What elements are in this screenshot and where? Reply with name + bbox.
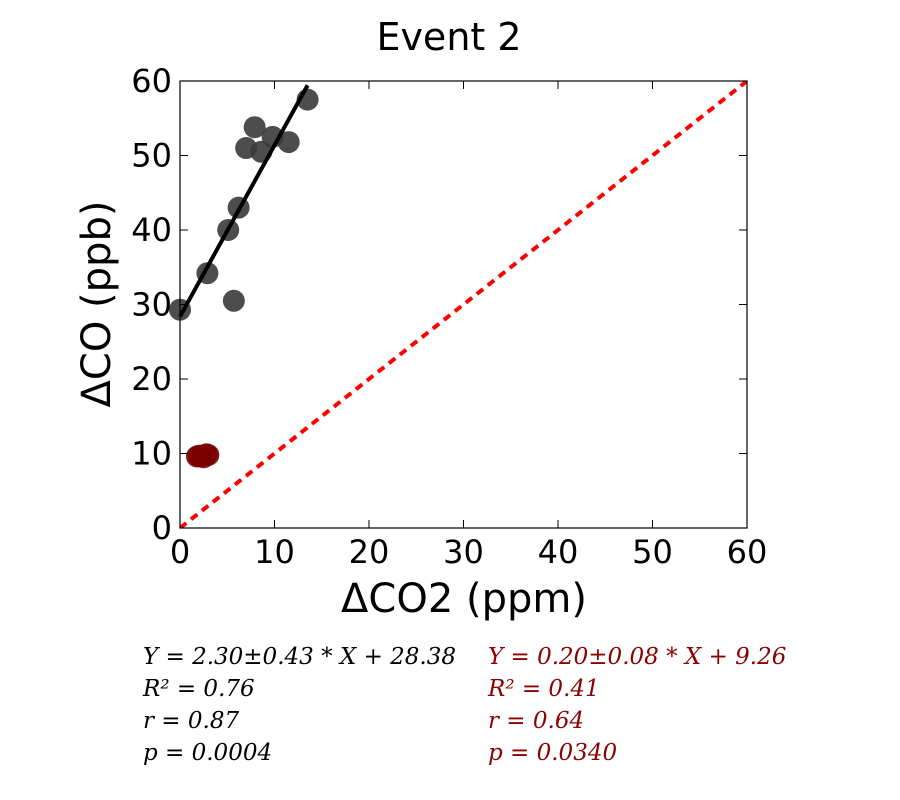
y-tick-label: 10 — [131, 435, 172, 473]
data-point — [277, 131, 300, 154]
y-tick-label: 40 — [131, 211, 172, 249]
y-tick-label: 20 — [131, 360, 172, 398]
fit-equation: Y = 0.20±0.08 * X + 9.26 — [488, 644, 787, 670]
fit-r: r = 0.64 — [488, 708, 585, 734]
fit-p-value: p = 0.0340 — [488, 740, 618, 766]
x-tick-label: 40 — [538, 533, 579, 571]
fit-p-value: p = 0.0004 — [143, 740, 273, 766]
fit-stats-red: Y = 0.20±0.08 * X + 9.26 R² = 0.41 r = 0… — [488, 641, 786, 769]
x-tick-label: 30 — [443, 533, 484, 571]
scatter-chart: Event 2 0 10 20 30 40 50 60 0 10 20 30 40 50 60 ΔCO2 … — [74, 15, 767, 622]
x-tick-label: 60 — [727, 533, 768, 571]
fit-line — [178, 84, 310, 318]
data-point — [222, 289, 245, 312]
x-tick-label: 50 — [632, 533, 673, 571]
x-axis-label: ΔCO2 (ppm) — [341, 576, 587, 622]
data-point — [243, 116, 266, 139]
fit-stats-black: Y = 2.30±0.43 * X + 28.38 R² = 0.76 r = … — [143, 641, 456, 769]
y-tick-label: 60 — [131, 62, 172, 100]
x-tick-label: 10 — [254, 533, 295, 571]
y-tick-label: 30 — [131, 286, 172, 324]
y-tick-label: 0 — [152, 509, 172, 547]
fit-equation: Y = 2.30±0.43 * X + 28.38 — [143, 644, 457, 670]
x-tick-label: 0 — [170, 533, 190, 571]
chart-title: Event 2 — [376, 15, 521, 59]
x-tick-label: 20 — [349, 533, 390, 571]
fit-r-squared: R² = 0.76 — [143, 676, 255, 702]
axes: 0 10 20 30 40 50 60 0 10 20 30 40 50 60 — [131, 62, 767, 571]
plot-area — [169, 81, 747, 528]
y-axis-label: ΔCO (ppb) — [74, 201, 120, 408]
fit-r: r = 0.87 — [143, 708, 240, 734]
fit-r-squared: R² = 0.41 — [488, 676, 600, 702]
y-tick-label: 50 — [131, 137, 172, 175]
data-point — [187, 444, 210, 467]
